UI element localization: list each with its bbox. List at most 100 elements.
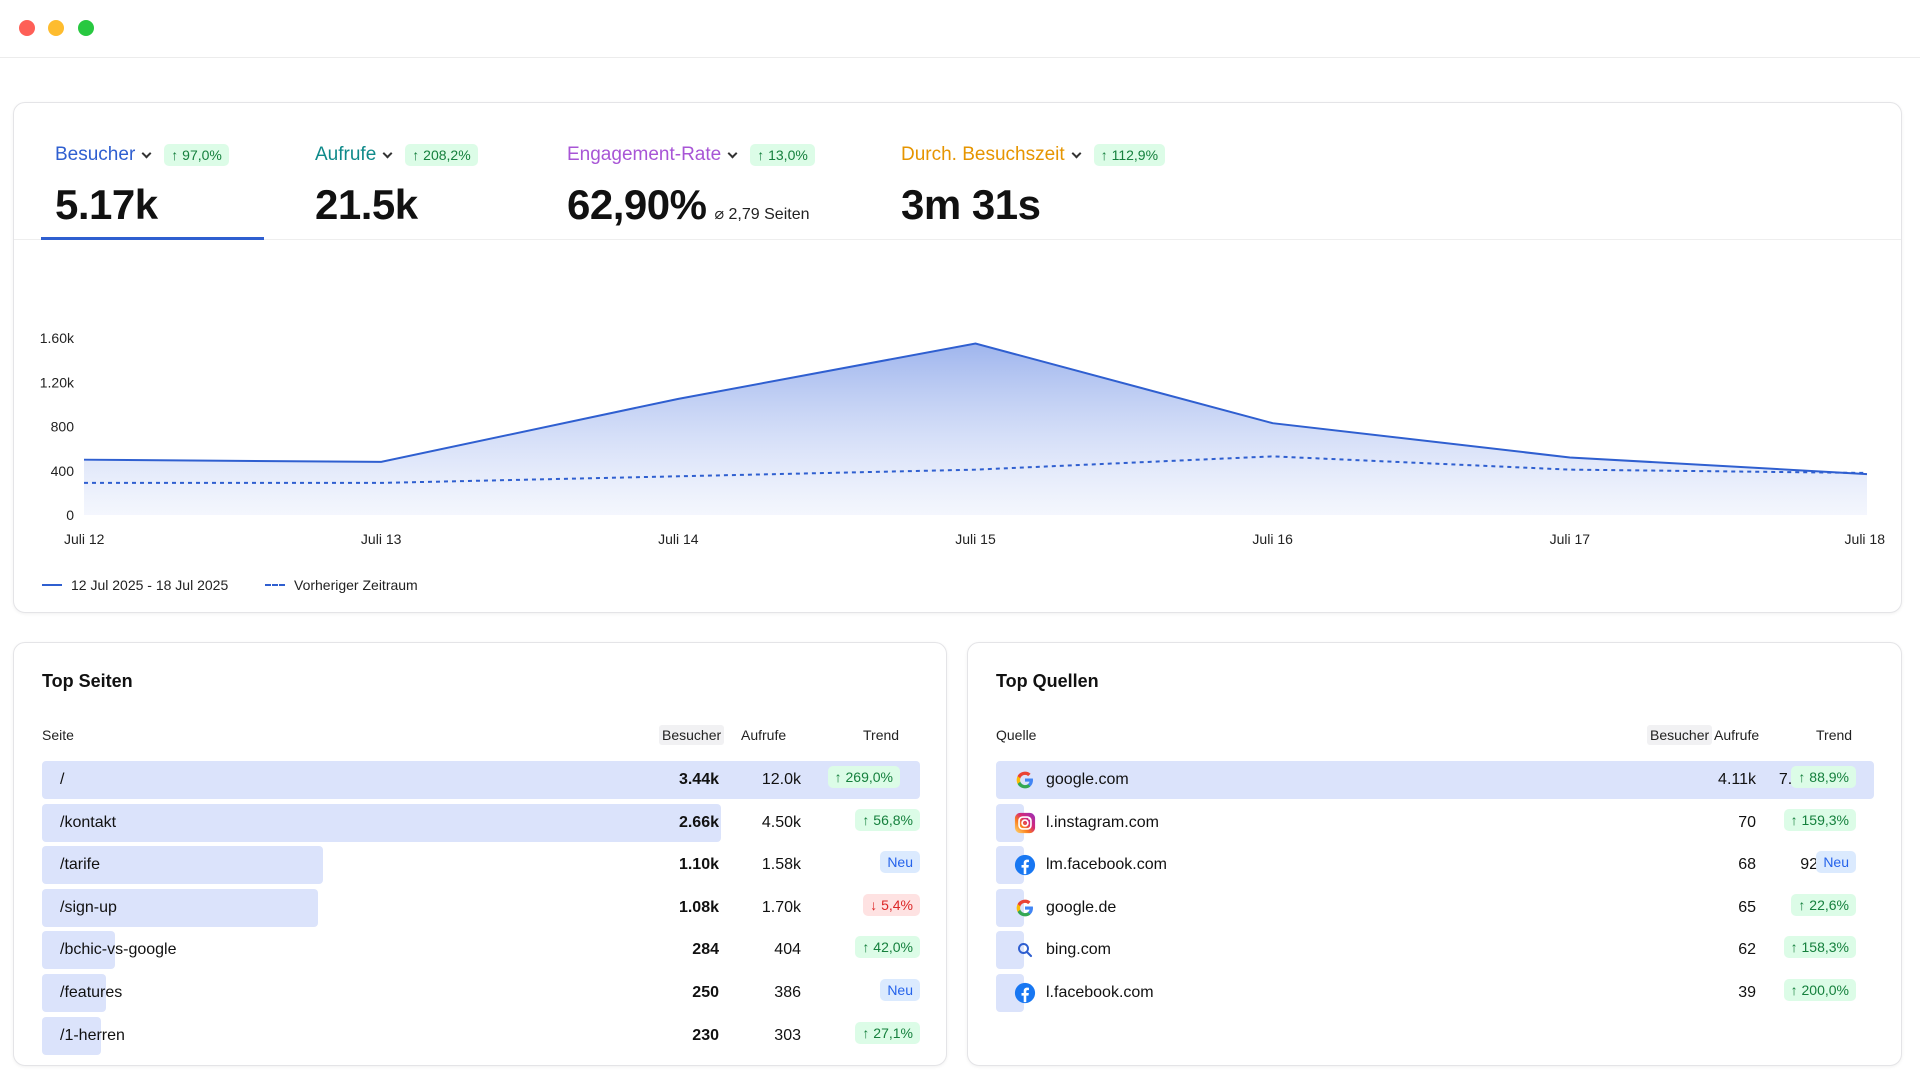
- area-fill: [84, 343, 1867, 515]
- legend-label: Vorheriger Zeitraum: [294, 577, 418, 593]
- panel-title: Top Seiten: [42, 671, 133, 691]
- row-visitors: 1.08k: [678, 898, 719, 916]
- metric-value: 3m 31s: [901, 181, 1041, 228]
- metric-label: Besucher: [55, 144, 136, 165]
- column-header-page[interactable]: Seite: [42, 727, 74, 743]
- row-share-bar: [42, 1016, 101, 1055]
- row-visitors: 4.11k: [1718, 771, 1756, 788]
- row-label: bing.com: [1046, 941, 1111, 959]
- row-share-bar: [42, 846, 323, 885]
- minimize-window-button[interactable]: [48, 20, 64, 36]
- trend-badge: ↑ 88,9%: [1791, 766, 1856, 788]
- column-header-views[interactable]: Aufrufe: [741, 727, 787, 743]
- column-header-views[interactable]: Aufrufe: [1714, 727, 1760, 743]
- maximize-window-button[interactable]: [78, 20, 94, 36]
- row-share-bar: [42, 931, 115, 970]
- row-views: 404: [774, 941, 801, 959]
- search-icon: [1014, 939, 1036, 961]
- facebook-icon: [1014, 982, 1036, 1004]
- legend-solid-line: [42, 584, 62, 586]
- row-views: 1.58k: [761, 856, 801, 874]
- row-share-bar: [42, 761, 920, 799]
- x-tick-label: Juli 14: [658, 531, 699, 547]
- row-label: l.instagram.com: [1046, 813, 1159, 831]
- row-visitors: 62: [1738, 941, 1756, 959]
- y-tick-label: 0: [66, 507, 74, 523]
- window-titlebar: [0, 0, 1920, 58]
- series-line-current[interactable]: [83, 342, 1868, 476]
- row-label: google.de: [1046, 898, 1117, 916]
- metric-value: 21.5k: [315, 181, 418, 228]
- chevron-down-icon: [727, 148, 738, 158]
- active-tab-indicator: [41, 237, 264, 240]
- column-header-source[interactable]: Quelle: [996, 727, 1037, 743]
- column-header-trend[interactable]: Trend: [1816, 727, 1853, 743]
- row-trend-wrap: Neu: [810, 851, 920, 874]
- y-tick-label: 800: [51, 419, 75, 435]
- table-row[interactable]: google.de 65 105 ↑ 22,6%: [996, 888, 1874, 927]
- column-header-visitors[interactable]: Besucher: [659, 725, 725, 745]
- x-tick-label: Juli 12: [64, 531, 105, 547]
- table-row[interactable]: google.com 4.11k 7.25k ↑ 88,9%: [996, 761, 1874, 799]
- row-trend-wrap: ↑ 200,0%: [1746, 979, 1856, 1001]
- trend-badge: Neu: [1816, 851, 1856, 874]
- row-visitors: 70: [1738, 813, 1756, 831]
- column-header-visitors[interactable]: Besucher: [1647, 725, 1713, 745]
- row-label-wrap: l.facebook.com: [1014, 982, 1154, 1004]
- row-label: /: [60, 771, 65, 788]
- metric-label: Engagement-Rate: [567, 144, 722, 165]
- table-row[interactable]: /kontakt 2.66k 4.50k ↑ 56,8%: [42, 803, 920, 842]
- area-chart: 0 400 800 1.20k 1.60k Juli 12 Juli 13 Juli 14 Ju…: [40, 330, 1885, 547]
- table-row[interactable]: l.facebook.com 39 86 ↑ 200,0%: [996, 974, 1874, 1012]
- trend-badge: ↑ 56,8%: [855, 808, 920, 831]
- table-row[interactable]: /sign-up 1.08k 1.70k ↓ 5,4%: [42, 888, 920, 927]
- row-label: google.com: [1046, 771, 1129, 788]
- panel-title: Top Quellen: [996, 671, 1099, 691]
- instagram-icon: [1014, 812, 1036, 834]
- row-views: 303: [774, 1026, 801, 1044]
- row-visitors: 2.66k: [678, 813, 719, 831]
- row-visitors: 65: [1738, 898, 1756, 916]
- row-visitors: 68: [1738, 856, 1756, 874]
- series-line-previous[interactable]: [84, 455, 1868, 484]
- column-header-trend[interactable]: Trend: [863, 727, 900, 743]
- row-trend-wrap: ↑ 56,8%: [810, 808, 920, 831]
- google-icon: [1014, 769, 1036, 791]
- metric-label: Aufrufe: [315, 144, 377, 165]
- row-trend-wrap: ↑ 269,0%: [790, 766, 900, 788]
- row-visitors: 3.44k: [678, 771, 719, 788]
- top-pages-card: Top Seiten Seite Besucher Aufrufe Trend …: [13, 642, 947, 1066]
- metric-tab-visitors[interactable]: Besucher ↑ 97,0% 5.17k: [55, 143, 229, 229]
- table-row[interactable]: lm.facebook.com 68 92 Neu: [996, 846, 1874, 885]
- row-trend-wrap: ↑ 42,0%: [810, 936, 920, 959]
- trend-badge: ↑ 200,0%: [1783, 979, 1856, 1001]
- row-label-wrap: l.instagram.com: [1014, 812, 1159, 834]
- metric-tab-views[interactable]: Aufrufe ↑ 208,2% 21.5k: [315, 143, 478, 229]
- metric-value: 5.17k: [55, 181, 158, 228]
- table-row[interactable]: bing.com 62 88 ↑ 158,3%: [996, 931, 1874, 970]
- close-window-button[interactable]: [19, 20, 35, 36]
- table-row[interactable]: /features 250 386 Neu: [42, 974, 920, 1012]
- metric-divider: [14, 239, 1901, 240]
- metric-tab-duration[interactable]: Durch. Besuchszeit ↑ 112,9% 3m 31s: [901, 143, 1166, 229]
- x-tick-label: Juli 16: [1252, 531, 1293, 547]
- table-row[interactable]: /tarife 1.10k 1.58k Neu: [42, 846, 920, 885]
- metric-label: Durch. Besuchszeit: [901, 144, 1065, 165]
- metric-tab-engagement[interactable]: Engagement-Rate ↑ 13,0% 62,90% ⌀ 2,79 Sei…: [567, 143, 815, 229]
- row-trend-wrap: ↑ 22,6%: [1746, 893, 1856, 916]
- row-label: /bchic-vs-google: [60, 941, 177, 959]
- legend-dashed-line: [265, 584, 285, 586]
- legend-previous: Vorheriger Zeitraum: [265, 577, 418, 593]
- row-views: 4.50k: [761, 813, 801, 831]
- trend-badge: ↑ 27,1%: [855, 1021, 920, 1044]
- table-row[interactable]: /bchic-vs-google 284 404 ↑ 42,0%: [42, 931, 920, 970]
- change-badge: ↑ 112,9%: [1093, 144, 1166, 166]
- change-badge: ↑ 13,0%: [750, 144, 815, 166]
- row-visitors: 230: [692, 1026, 719, 1044]
- legend-label: 12 Jul 2025 - 18 Jul 2025: [71, 577, 229, 593]
- row-label: /1-herren: [60, 1026, 125, 1044]
- table-row[interactable]: l.instagram.com 70 89 ↑ 159,3%: [996, 803, 1874, 842]
- table-row[interactable]: /1-herren 230 303 ↑ 27,1%: [42, 1016, 920, 1055]
- metric-value: 62,90%: [567, 181, 707, 228]
- table-row[interactable]: / 3.44k 12.0k ↑ 269,0%: [42, 761, 920, 799]
